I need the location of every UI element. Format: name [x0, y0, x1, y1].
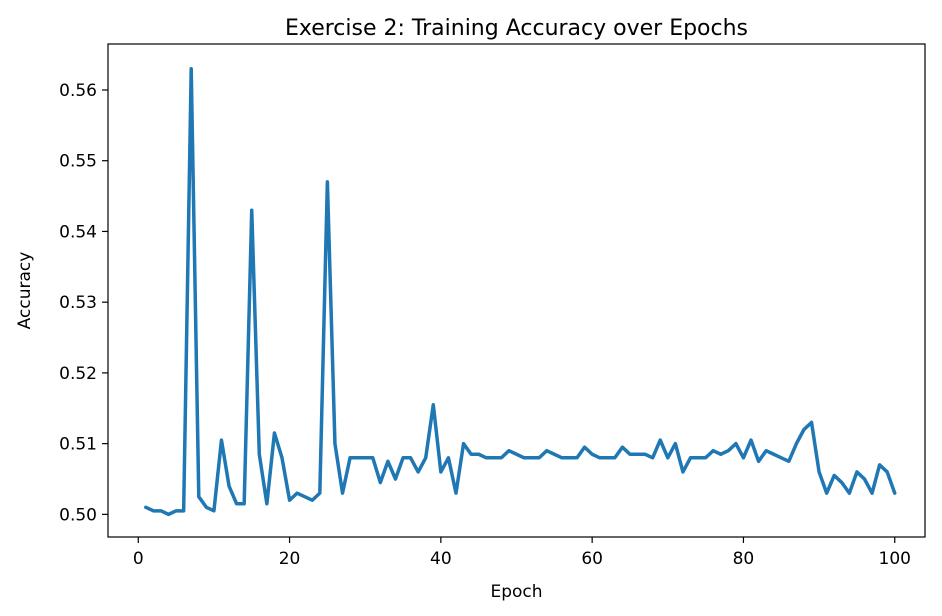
plot-area: 0 20 40 60 80 100 0.500.510.520.530.540.550.5…: [59, 43, 926, 569]
x-tick-label: 20: [279, 549, 301, 569]
y-tick-label: 0.51: [59, 435, 97, 455]
x-axis-label: Epoch: [490, 582, 542, 602]
y-tick-label: 0.55: [59, 152, 97, 172]
y-tick-label: 0.50: [59, 505, 97, 525]
x-axis-ticks: 0 20 40 60 80 100: [133, 537, 911, 569]
x-tick-label: 60: [581, 549, 603, 569]
y-axis-label: Accuracy: [15, 252, 35, 330]
y-tick-label: 0.53: [59, 293, 97, 313]
chart-title: Exercise 2: Training Accuracy over Epoch…: [285, 16, 748, 41]
x-tick-label: 0: [133, 549, 144, 569]
x-tick-label: 40: [430, 549, 452, 569]
y-tick-label: 0.52: [59, 364, 97, 384]
y-tick-label: 0.54: [59, 222, 97, 242]
x-tick-label: 100: [879, 549, 911, 569]
y-axis-ticks: 0.50 0.51 0.52 0.53 0.54 0.55 0.56: [59, 81, 108, 525]
axes-frame: [107, 43, 926, 538]
y-tick-label: 0.56: [59, 81, 97, 101]
x-tick-label: 80: [733, 549, 755, 569]
series-layer: [144, 67, 897, 517]
accuracy-line: [144, 67, 897, 517]
